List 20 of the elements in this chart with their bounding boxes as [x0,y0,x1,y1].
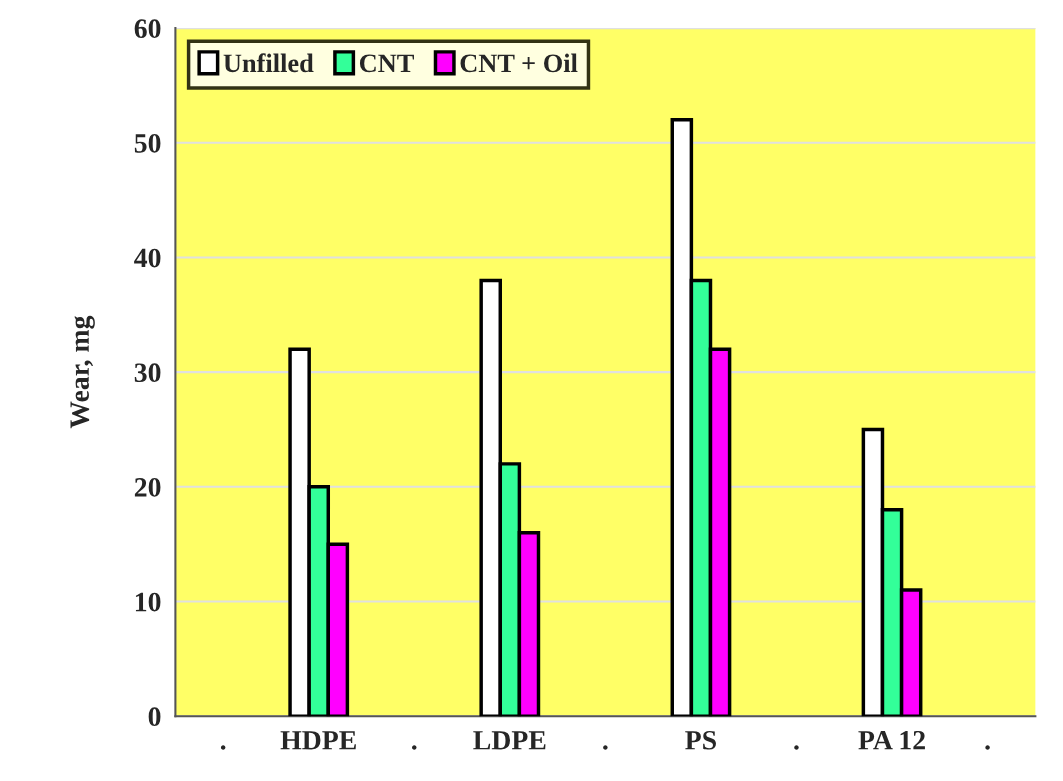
x-tick-label: . [220,745,226,750]
x-tick-label: . [603,745,608,750]
x-tick-label: LDPE [473,731,546,750]
x-tick-label: . [412,745,417,750]
x-tick-label: . [985,745,990,750]
legend-label: CNT + Oil [460,53,578,73]
y-tick-label: 10 [135,592,161,612]
x-tick-label: PS [685,730,716,750]
x-tick-label: PA 12 [858,730,925,750]
y-tick-label: 40 [134,248,161,268]
x-tick-label: HDPE [280,731,356,750]
y-tick-label: 60 [134,19,161,39]
y-tick-label: 30 [134,363,161,383]
y-axis-title: Wear, mg [70,315,95,429]
y-tick-label: 50 [134,133,161,153]
legend-label: Unfilled [223,53,314,73]
legend-label: CNT [359,54,414,73]
y-tick-label: 20 [134,477,161,497]
y-tick-label: 0 [148,707,161,727]
x-tick-label: . [794,745,799,750]
